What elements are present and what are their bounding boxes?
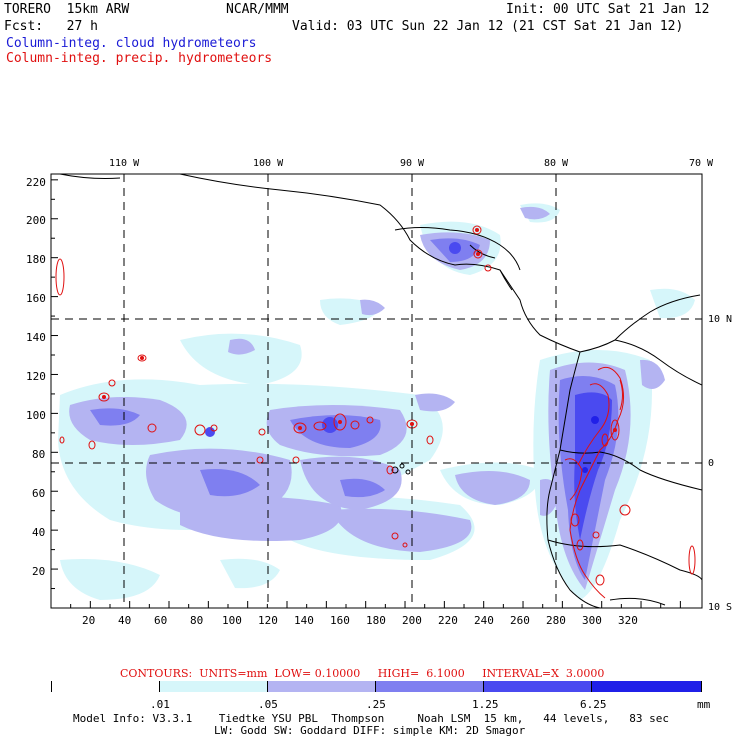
latlon-grid: [51, 174, 702, 608]
x-tick-label: 40: [118, 614, 132, 627]
x-tick-label: 140: [294, 614, 314, 627]
colorbar-bin-0: [52, 681, 160, 692]
lon-label-70w: 70 W: [689, 158, 714, 169]
colorbar-bin-2: [268, 681, 376, 692]
colorbar-label: .25: [366, 698, 386, 711]
colorbar-label: 1.25: [472, 698, 499, 711]
field-precip-label: Column-integ. precip. hydrometeors: [6, 51, 273, 66]
y-tick-label: 120: [26, 370, 46, 383]
y-tick-label: 60: [32, 487, 46, 500]
x-tick-label: 240: [474, 614, 494, 627]
contour-info: CONTOURS: UNITS=mm LOW= 0.10000 HIGH= 6.…: [120, 667, 605, 680]
colorbar-unit: mm: [697, 698, 711, 711]
lat-label-10n: 10 N: [708, 314, 733, 325]
init-time: Init: 00 UTC Sat 21 Jan 12: [506, 2, 710, 17]
cloud-level-5: [582, 416, 599, 473]
colorbar-bin-4: [484, 681, 592, 692]
y-tick-label: 200: [26, 214, 46, 227]
y-tick-label: 160: [26, 292, 46, 305]
colorbar-label: 6.25: [580, 698, 607, 711]
x-tick-label: 200: [402, 614, 422, 627]
lon-label-100w: 100 W: [253, 158, 284, 169]
x-tick-label: 300: [582, 614, 602, 627]
y-tick-label: 220: [26, 176, 46, 189]
y-tick-label: 80: [32, 448, 46, 461]
x-tick-label: 60: [154, 614, 168, 627]
physics-info: LW: Godd SW: Goddard DIFF: simple KM: 2D…: [214, 724, 526, 737]
y-tick-label: 20: [32, 565, 46, 578]
x-tick-label: 220: [438, 614, 458, 627]
lat-label-0: 0: [708, 458, 715, 469]
y-tick-label: 100: [26, 409, 46, 422]
center-label: NCAR/MMM: [226, 2, 289, 17]
x-tick-label: 320: [618, 614, 638, 627]
lon-label-80w: 80 W: [544, 158, 569, 169]
valid-time: Valid: 03 UTC Sun 22 Jan 12 (21 CST Sat …: [292, 19, 684, 34]
colorbar-bin-5: [592, 681, 701, 692]
galapagos-islands: [391, 463, 411, 475]
colorbar-label: .01: [150, 698, 170, 711]
map-frame: [50, 173, 703, 609]
lon-label-90w: 90 W: [400, 158, 425, 169]
x-tick-label: 20: [82, 614, 96, 627]
cloud-field: [55, 174, 702, 608]
lon-label-110w: 110 W: [109, 158, 140, 169]
colorbar-label: .05: [258, 698, 278, 711]
x-tick-label: 180: [366, 614, 386, 627]
y-tick-label: 40: [32, 526, 46, 539]
colorbar-bin-3: [376, 681, 484, 692]
forecast-hour: Fcst: 27 h: [4, 19, 98, 34]
x-tick-label: 260: [510, 614, 530, 627]
x-tick-label: 100: [222, 614, 242, 627]
x-tick-label: 80: [190, 614, 204, 627]
lat-label-10s: 10 S: [708, 602, 733, 613]
model-title: TORERO 15km ARW: [4, 2, 130, 17]
coastlines: [59, 174, 702, 608]
y-tick-label: 180: [26, 253, 46, 266]
field-cloud-label: Column-integ. cloud hydrometeors: [6, 36, 257, 51]
y-tick-label: 140: [26, 331, 46, 344]
x-tick-label: 160: [330, 614, 350, 627]
precip-cores: [102, 228, 617, 432]
axis-ticks: [50, 179, 681, 609]
x-tick-label: 280: [546, 614, 566, 627]
x-tick-label: 120: [258, 614, 278, 627]
colorbar-bin-1: [160, 681, 268, 692]
model-info: Model Info: V3.3.1 Tiedtke YSU PBL Thomp…: [73, 712, 670, 725]
